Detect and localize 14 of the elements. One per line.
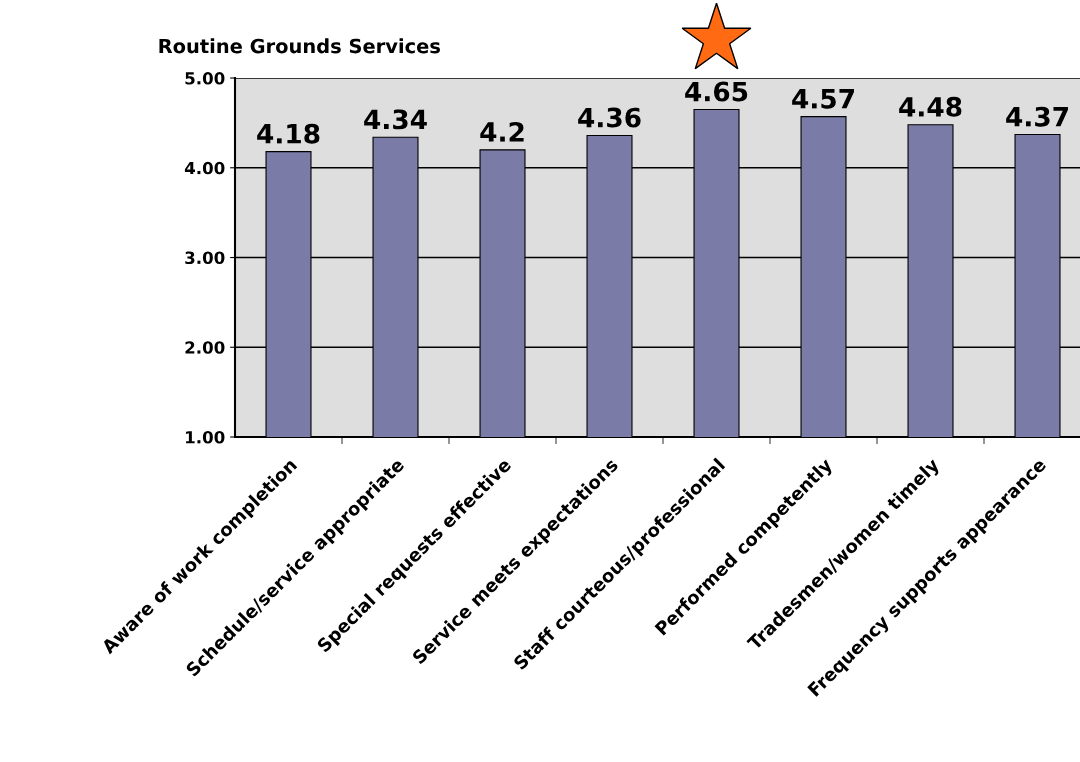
data-label: 4.36 xyxy=(578,107,641,128)
y-tick-label: 4.00 xyxy=(184,161,225,175)
y-tick-label: 2.00 xyxy=(185,341,225,354)
y-tick-label: 5.00 xyxy=(185,71,225,85)
y-tick-label: 1.00 xyxy=(186,430,225,444)
data-label: 4.18 xyxy=(257,123,320,144)
data-label: 4.34 xyxy=(364,109,427,130)
data-label: 4.2 xyxy=(480,121,524,142)
data-label: 4.65 xyxy=(685,81,748,102)
chart-title: Routine Grounds Services xyxy=(159,38,440,54)
y-tick-label: 3.00 xyxy=(185,251,225,265)
data-label: 4.37 xyxy=(1006,106,1068,127)
data-label: 4.57 xyxy=(792,89,854,109)
data-label: 4.48 xyxy=(899,96,962,117)
